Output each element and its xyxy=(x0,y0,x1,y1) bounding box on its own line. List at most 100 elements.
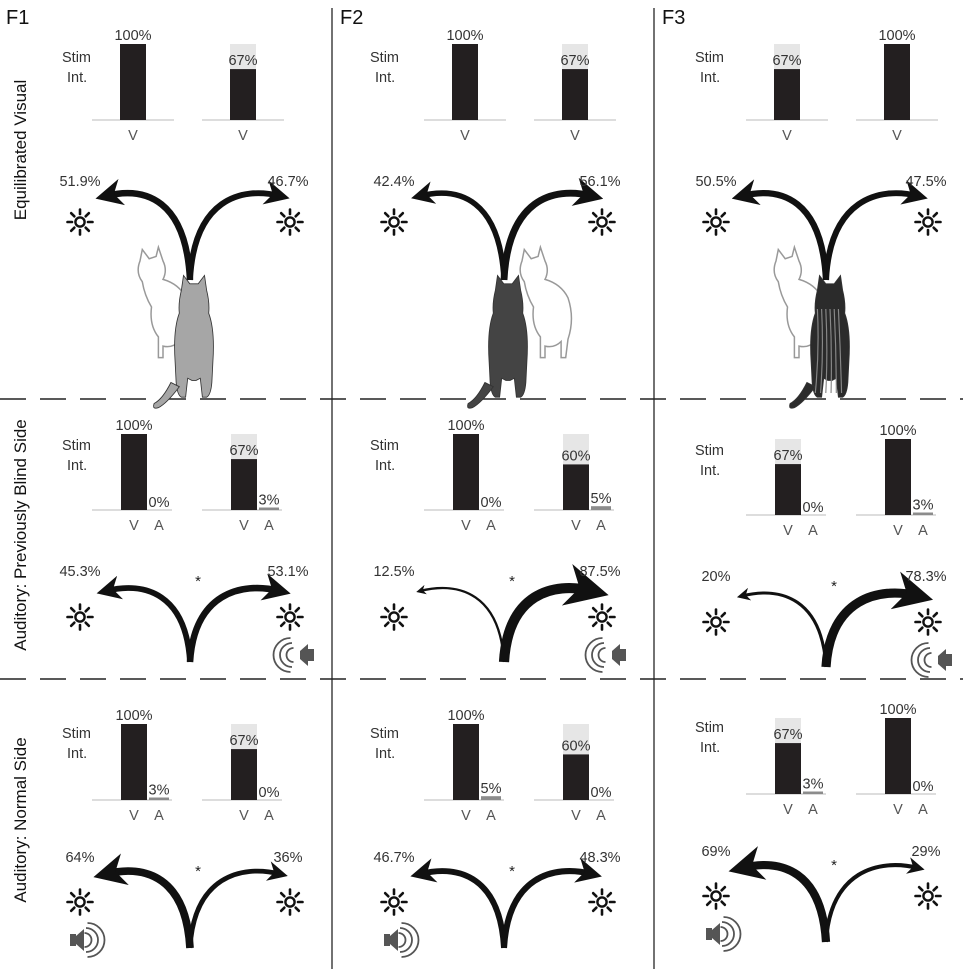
choice-arrow-left xyxy=(93,853,194,949)
choice-right-percent: 48.3% xyxy=(579,850,620,866)
choice-arrow-right xyxy=(500,857,602,949)
stim-label-line1: Stim xyxy=(62,50,91,66)
bar-auditory-value-label: 0% xyxy=(591,785,612,801)
tick-label-visual: V xyxy=(460,128,470,144)
bar-auditory xyxy=(913,512,933,515)
bar-auditory-value-label: 0% xyxy=(803,500,824,516)
significance-mark: * xyxy=(195,573,201,590)
tick-label-auditory: A xyxy=(154,518,164,534)
light-stimulus-right-icon xyxy=(588,888,616,916)
stim-intensity-label: Stim Int. xyxy=(62,438,91,474)
tick-label-auditory: A xyxy=(918,523,928,539)
column-header-f1: F1 xyxy=(6,7,29,29)
stim-label-line1: Stim xyxy=(370,726,399,742)
bar-visual-max-background xyxy=(563,434,589,465)
tick-label-visual: V xyxy=(461,808,471,824)
bar-visual-max-background xyxy=(231,434,257,460)
panel-r3-c3: Stim Int. 67% V 3% A 100% V 0% A 69% 29% * xyxy=(695,702,942,952)
tick-label-visual: V xyxy=(239,808,249,824)
bar-auditory-value-label: 3% xyxy=(259,493,280,509)
choice-arrow-right xyxy=(498,564,609,663)
choice-right-percent: 46.7% xyxy=(267,174,308,190)
choice-arrows xyxy=(416,564,609,663)
bar-group-1: 100% V 0% A xyxy=(92,418,172,534)
speaker-left-icon xyxy=(706,916,742,952)
choice-arrow-right xyxy=(823,180,928,281)
significance-mark: * xyxy=(831,857,837,874)
panels: Stim Int. 100% V 67% V 51.9% 46.7% Stim Int. 100% V… xyxy=(59,28,952,958)
tick-label-visual: V xyxy=(129,518,139,534)
stim-label-line1: Stim xyxy=(62,726,91,742)
bar-visual-value-label: 67% xyxy=(229,733,258,749)
panel-r1-c3: Stim Int. 67% V 100% V 50.5% 47.5% xyxy=(695,28,947,409)
bar-visual xyxy=(562,69,588,120)
ghost-cat-outline-icon xyxy=(519,244,573,359)
panel-r3-c2: Stim Int. 100% V 5% A 60% V 0% A 46.7% 48.3% * xyxy=(370,708,621,958)
tick-label-auditory: A xyxy=(596,808,606,824)
bar-visual xyxy=(775,464,801,515)
choice-arrow-left xyxy=(95,178,194,281)
tick-label-auditory: A xyxy=(154,808,164,824)
bar-visual-value-label: 67% xyxy=(773,727,802,743)
choice-arrow-left xyxy=(731,179,830,281)
bar-visual xyxy=(563,464,589,510)
bar-visual xyxy=(885,718,911,794)
bar-visual-value-label: 100% xyxy=(115,418,152,434)
tick-label-visual: V xyxy=(461,518,471,534)
stim-label-line1: Stim xyxy=(695,443,724,459)
bar-visual-max-background xyxy=(230,44,256,70)
speaker-right-icon xyxy=(910,642,952,678)
bar-visual-value-label: 67% xyxy=(772,53,801,69)
choice-left-percent: 64% xyxy=(65,850,94,866)
bar-group-1: 100% V 3% A xyxy=(92,708,172,824)
choice-arrow-left xyxy=(410,858,507,949)
bar-group-2: 100% V 0% A xyxy=(856,702,936,818)
bar-group-1: 100% V xyxy=(424,28,506,144)
stim-intensity-label: Stim Int. xyxy=(695,443,724,479)
panel-r1-c1: Stim Int. 100% V 67% V 51.9% 46.7% xyxy=(59,28,309,409)
tabby-stripe xyxy=(833,308,837,394)
bar-auditory xyxy=(803,791,823,794)
light-stimulus-right-icon xyxy=(276,208,304,236)
panel-r3-c1: Stim Int. 100% V 3% A 67% V 0% A 64% 36% * xyxy=(62,708,304,958)
stim-intensity-label: Stim Int. xyxy=(62,50,91,86)
bar-visual-value-label: 100% xyxy=(447,418,484,434)
bar-auditory xyxy=(481,796,501,800)
light-stimulus-right-icon xyxy=(588,208,616,236)
bar-group-2: 60% V 5% A xyxy=(534,434,614,534)
bar-group-1: 67% V xyxy=(746,44,828,144)
cat-silhouette-icon xyxy=(153,274,214,409)
stim-label-line1: Stim xyxy=(695,50,724,66)
stim-intensity-label: Stim Int. xyxy=(370,50,399,86)
bar-group-2: 67% V 3% A xyxy=(202,434,282,534)
light-stimulus-right-icon xyxy=(914,882,942,910)
tick-label-visual: V xyxy=(783,802,793,818)
choice-right-percent: 56.1% xyxy=(579,174,620,190)
tick-label-visual: V xyxy=(570,128,580,144)
choice-arrows xyxy=(731,179,928,281)
bar-auditory xyxy=(149,797,169,800)
bar-visual-value-label: 100% xyxy=(878,28,915,44)
choice-left-percent: 50.5% xyxy=(695,174,736,190)
choice-left-percent: 45.3% xyxy=(59,564,100,580)
choice-arrows xyxy=(95,178,290,281)
row-label-equilibrated-visual: Equilibrated Visual xyxy=(11,80,30,221)
choice-arrow-left xyxy=(411,181,507,281)
bar-visual xyxy=(231,749,257,800)
tick-label-auditory: A xyxy=(264,808,274,824)
column-header-f2: F2 xyxy=(340,7,363,29)
stim-label-line2: Int. xyxy=(67,458,87,474)
tabby-stripe xyxy=(819,308,824,394)
choice-right-percent: 87.5% xyxy=(579,564,620,580)
bar-group-1: 67% V 3% A xyxy=(746,718,826,818)
stim-label-line2: Int. xyxy=(375,746,395,762)
bar-visual-max-background xyxy=(775,718,801,744)
light-stimulus-right-icon xyxy=(588,603,616,631)
light-stimulus-right-icon xyxy=(914,608,942,636)
light-stimulus-left-icon xyxy=(66,208,94,236)
bar-auditory-value-label: 3% xyxy=(803,777,824,793)
stim-label-line2: Int. xyxy=(700,463,720,479)
tick-label-visual: V xyxy=(571,808,581,824)
choice-right-percent: 36% xyxy=(273,850,302,866)
tick-label-auditory: A xyxy=(486,808,496,824)
